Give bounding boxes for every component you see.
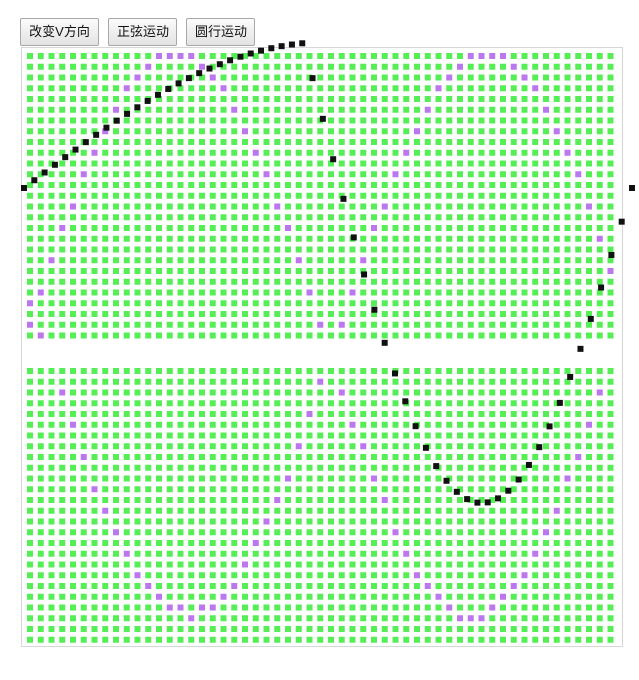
circle-motion-button[interactable]: 圆行运动 bbox=[186, 18, 255, 46]
animation-stage bbox=[21, 47, 623, 647]
toggle-v-direction-button[interactable]: 改变V方向 bbox=[20, 18, 99, 46]
sine-motion-button[interactable]: 正弦运动 bbox=[108, 18, 177, 46]
moving-ball bbox=[629, 185, 635, 191]
moving-ball bbox=[299, 40, 306, 47]
